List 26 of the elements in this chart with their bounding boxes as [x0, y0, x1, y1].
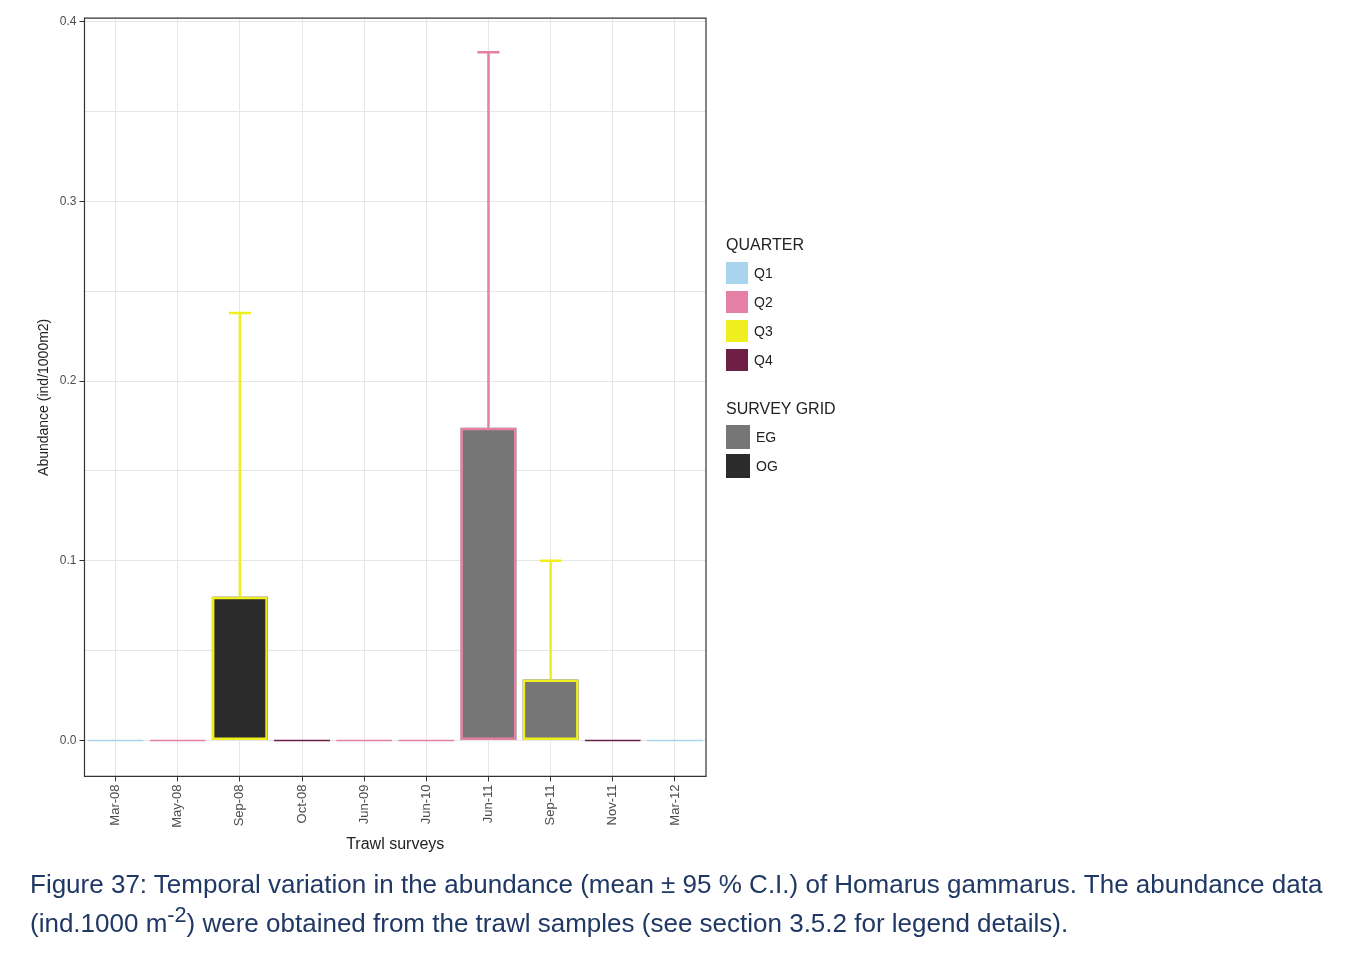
y-tick-label: 0.3 — [59, 193, 77, 208]
y-tick-label: 0.4 — [59, 14, 77, 29]
x-axis-title: Trawl surveys — [346, 834, 445, 852]
x-tick-label: Oct-08 — [293, 784, 309, 824]
legend-title: QUARTER — [726, 236, 805, 254]
x-tick-label: Jun-11 — [480, 784, 496, 824]
y-tick-label: 0.1 — [59, 553, 77, 568]
x-tick-label: Jun-10 — [417, 784, 433, 825]
x-tick-label: Sep-08 — [231, 784, 247, 827]
legend-label: Q4 — [754, 351, 773, 368]
legend-label: OG — [756, 457, 778, 474]
y-tick-label: 0.2 — [59, 373, 77, 388]
caption: Figure 37: Temporal variation in the abundance (mean ± 95 % C.I.) of Homarus gammarus. The abundance data (ind.1000 m$^{-2}$) were obtained from the trawl samples (see section 3.5.2 for legend details). — [30, 868, 1324, 939]
x-tick-label: Jun-09 — [355, 784, 371, 825]
legend-label: Q3 — [754, 322, 773, 339]
x-tick-label: Mar-08 — [107, 784, 123, 826]
legend-label: EG — [756, 428, 777, 445]
x-tick-label: Nov-11 — [604, 784, 620, 826]
x-tick-label: Sep-11 — [542, 784, 558, 826]
legend-label: Q2 — [754, 293, 773, 310]
y-tick-label: 0.0 — [59, 732, 77, 747]
legend-label: Q1 — [754, 264, 773, 281]
x-tick-label: May-08 — [169, 784, 185, 828]
text: SURVEY GRID — [726, 400, 836, 418]
x-tick-label: Mar-12 — [666, 784, 682, 826]
y-axis-title: Abundance (ind/1000m2) — [35, 318, 52, 476]
